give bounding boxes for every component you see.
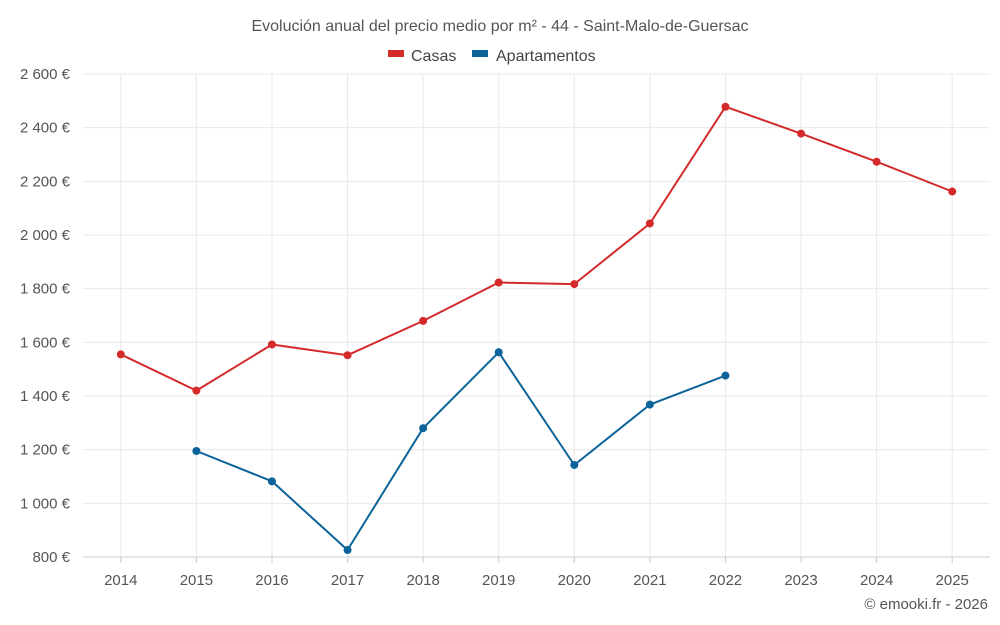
x-tick-label: 2025 (936, 572, 969, 589)
data-point-apartamentos[interactable] (343, 546, 352, 555)
x-axis: 2014 2015 2016 2017 2018 2019 2020 2021 2022 2023… (83, 556, 990, 589)
x-tick-label: 2014 (104, 572, 137, 589)
data-point-apartamentos[interactable] (419, 424, 428, 433)
data-point-apartamentos[interactable] (721, 371, 730, 380)
grid (83, 73, 990, 558)
y-tick-label: 2 200 € (20, 173, 71, 190)
data-point-casas[interactable] (948, 187, 957, 196)
data-point-apartamentos[interactable] (192, 447, 201, 456)
y-tick-label: 1 400 € (20, 388, 71, 405)
data-point-apartamentos[interactable] (494, 348, 503, 357)
credit-text: © emooki.fr - 2026 (864, 596, 988, 613)
y-tick-label: 2 400 € (20, 120, 71, 137)
data-point-apartamentos[interactable] (570, 460, 579, 469)
x-tick-label: 2022 (709, 572, 742, 589)
data-point-casas[interactable] (419, 316, 428, 325)
data-point-apartamentos[interactable] (267, 477, 276, 486)
y-tick-label: 1 800 € (20, 281, 71, 298)
data-point-casas[interactable] (797, 129, 806, 138)
x-tick-label: 2015 (180, 572, 213, 589)
data-point-casas[interactable] (192, 386, 201, 395)
series-layer (116, 102, 957, 555)
x-tick-label: 2024 (860, 572, 893, 589)
data-point-casas[interactable] (343, 351, 352, 360)
y-tick-label: 1 200 € (20, 442, 71, 459)
y-tick-label: 1 600 € (20, 334, 71, 351)
y-tick-label: 2 600 € (20, 66, 71, 83)
y-axis: 800 € 1 000 € 1 200 € 1 400 € 1 600 € 1 800 €… (20, 66, 71, 566)
legend-label-casas[interactable]: Casas (411, 48, 456, 65)
chart-title: Evolución anual del precio medio por m² … (251, 18, 748, 35)
data-point-casas[interactable] (570, 280, 579, 289)
y-tick-label: 1 000 € (20, 495, 71, 512)
data-point-casas[interactable] (267, 340, 276, 349)
x-tick-label: 2018 (406, 572, 439, 589)
series-line-casas (120, 105, 953, 392)
y-tick-label: 2 000 € (20, 227, 71, 244)
data-point-apartamentos[interactable] (645, 400, 654, 409)
legend-label-apartamentos[interactable]: Apartamentos (496, 48, 596, 65)
data-point-casas[interactable] (116, 350, 125, 359)
x-tick-label: 2019 (482, 572, 515, 589)
x-tick-label: 2017 (331, 572, 364, 589)
data-point-casas[interactable] (494, 278, 503, 287)
data-point-casas[interactable] (645, 219, 654, 228)
series-line-apartamentos (196, 351, 726, 551)
x-tick-label: 2023 (784, 572, 817, 589)
x-tick-label: 2016 (255, 572, 288, 589)
data-point-casas[interactable] (872, 157, 881, 166)
y-tick-label: 800 € (32, 549, 70, 566)
x-tick-label: 2021 (633, 572, 666, 589)
legend-swatch-apartamentos (472, 50, 488, 57)
data-point-casas[interactable] (721, 102, 730, 111)
legend: Casas Apartamentos (388, 48, 596, 65)
legend-swatch-casas (388, 50, 404, 57)
x-tick-label: 2020 (558, 572, 591, 589)
